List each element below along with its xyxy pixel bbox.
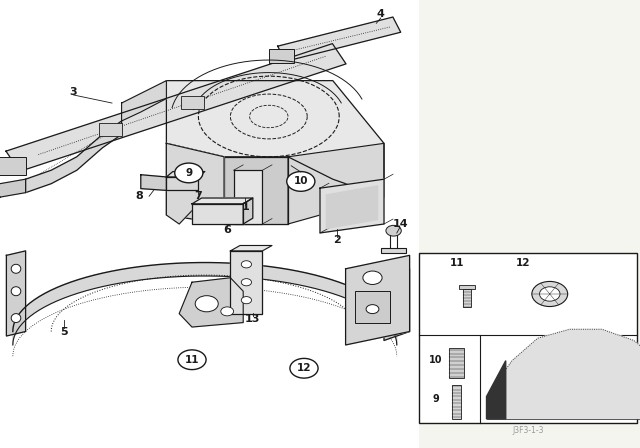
Circle shape — [366, 305, 379, 314]
FancyBboxPatch shape — [381, 248, 406, 253]
Text: 11: 11 — [185, 355, 199, 365]
Ellipse shape — [11, 287, 20, 296]
Polygon shape — [166, 81, 384, 197]
Text: 14: 14 — [392, 219, 408, 229]
Text: 2: 2 — [333, 235, 340, 245]
Polygon shape — [6, 251, 26, 336]
FancyBboxPatch shape — [269, 49, 294, 63]
Text: 9: 9 — [433, 394, 439, 404]
Circle shape — [241, 297, 252, 304]
Polygon shape — [288, 143, 384, 224]
FancyBboxPatch shape — [463, 289, 471, 307]
FancyBboxPatch shape — [449, 349, 464, 378]
Circle shape — [175, 163, 203, 183]
Text: 5: 5 — [60, 327, 68, 336]
Polygon shape — [166, 143, 224, 224]
Text: 1: 1 — [241, 202, 249, 212]
Circle shape — [540, 287, 560, 301]
Polygon shape — [192, 204, 243, 224]
FancyBboxPatch shape — [0, 157, 26, 175]
Polygon shape — [192, 198, 253, 204]
Circle shape — [386, 225, 401, 236]
Polygon shape — [486, 361, 506, 419]
Circle shape — [363, 271, 382, 284]
Text: 13: 13 — [245, 314, 260, 324]
FancyBboxPatch shape — [419, 253, 637, 423]
Polygon shape — [234, 170, 262, 224]
Polygon shape — [6, 43, 346, 172]
Circle shape — [290, 358, 318, 378]
FancyBboxPatch shape — [99, 123, 122, 136]
Text: 7: 7 — [195, 191, 202, 201]
Circle shape — [178, 350, 206, 370]
Circle shape — [195, 296, 218, 312]
FancyBboxPatch shape — [355, 291, 390, 323]
Text: 10: 10 — [294, 177, 308, 186]
Text: 6: 6 — [223, 225, 231, 235]
FancyBboxPatch shape — [460, 285, 475, 289]
Polygon shape — [166, 172, 205, 177]
Polygon shape — [166, 177, 198, 190]
FancyBboxPatch shape — [452, 385, 461, 419]
Polygon shape — [384, 269, 410, 340]
Polygon shape — [0, 179, 26, 197]
Polygon shape — [26, 121, 122, 193]
Polygon shape — [13, 263, 397, 345]
Text: 11: 11 — [450, 258, 465, 268]
Polygon shape — [230, 246, 272, 251]
Circle shape — [532, 281, 568, 306]
Polygon shape — [179, 278, 243, 327]
Polygon shape — [243, 198, 253, 224]
Polygon shape — [230, 251, 262, 314]
Polygon shape — [320, 179, 384, 233]
Ellipse shape — [11, 264, 20, 273]
Text: 4: 4 — [377, 9, 385, 19]
Polygon shape — [166, 143, 224, 224]
Circle shape — [287, 172, 315, 191]
Polygon shape — [278, 17, 401, 61]
Text: 12: 12 — [516, 258, 530, 268]
Text: 12: 12 — [297, 363, 311, 373]
FancyBboxPatch shape — [181, 96, 204, 109]
Polygon shape — [346, 255, 410, 345]
Circle shape — [241, 279, 252, 286]
Text: 9: 9 — [185, 168, 193, 178]
Polygon shape — [486, 329, 640, 419]
Circle shape — [221, 307, 234, 316]
Polygon shape — [141, 175, 166, 190]
Ellipse shape — [11, 314, 20, 323]
Text: 3: 3 — [70, 87, 77, 97]
Polygon shape — [122, 81, 166, 121]
Text: J3F3-1-3: J3F3-1-3 — [512, 426, 544, 435]
Polygon shape — [326, 186, 378, 228]
Text: 10: 10 — [429, 355, 442, 365]
Circle shape — [241, 261, 252, 268]
Polygon shape — [224, 157, 288, 224]
Text: 8: 8 — [136, 191, 143, 201]
FancyBboxPatch shape — [0, 0, 419, 448]
